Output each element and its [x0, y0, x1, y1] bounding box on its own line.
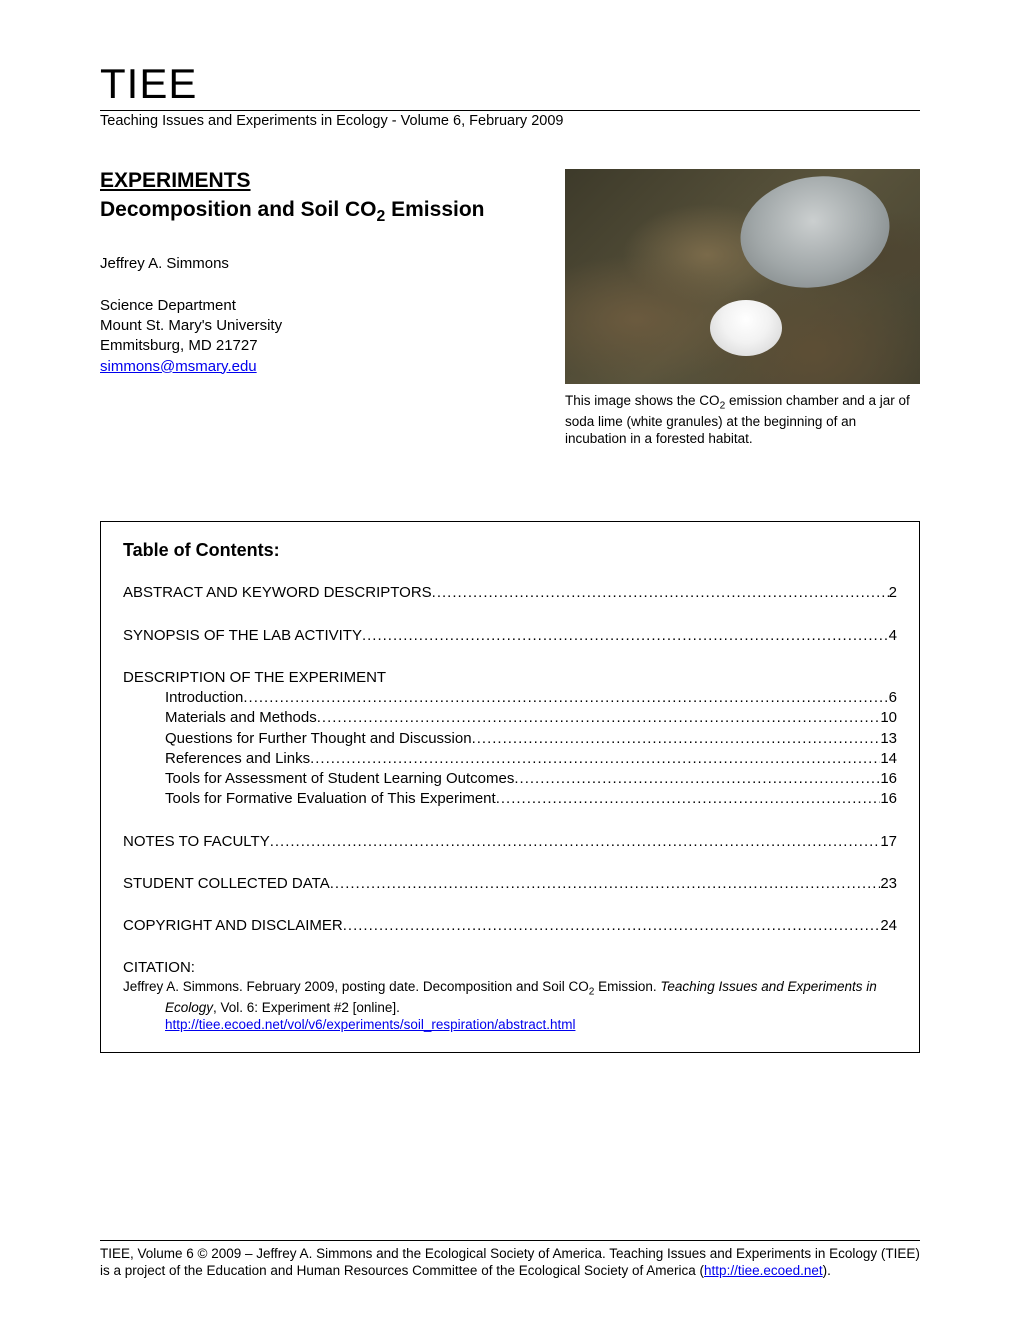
- toc-page-number: 17: [880, 832, 897, 852]
- toc-label: Introduction: [165, 688, 243, 708]
- toc-page-number: 16: [880, 789, 897, 809]
- footer-text-suffix: ).: [823, 1263, 831, 1278]
- toc-dots: ........................................…: [270, 832, 881, 852]
- journal-title: TIEE: [100, 60, 920, 108]
- toc-page-number: 13: [880, 729, 897, 749]
- toc-page-number: 23: [880, 874, 897, 894]
- toc-page-number: 16: [880, 769, 897, 789]
- table-of-contents: Table of Contents: ABSTRACT AND KEYWORD …: [100, 521, 920, 1052]
- toc-row: References and Links....................…: [123, 749, 897, 769]
- article-title: Decomposition and Soil CO2 Emission: [100, 197, 535, 227]
- toc-row: Introduction............................…: [123, 688, 897, 708]
- toc-row: Tools for Formative Evaluation of This E…: [123, 789, 897, 809]
- toc-page-number: 2: [889, 583, 897, 603]
- toc-row: Questions for Further Thought and Discus…: [123, 729, 897, 749]
- toc-label: Tools for Assessment of Student Learning…: [165, 769, 514, 789]
- caption-prefix: This image shows the CO: [565, 393, 720, 408]
- section-heading: EXPERIMENTS: [100, 169, 535, 193]
- toc-row: ABSTRACT AND KEYWORD DESCRIPTORS........…: [123, 583, 897, 603]
- toc-label: SYNOPSIS OF THE LAB ACTIVITY: [123, 626, 362, 646]
- article-meta-column: EXPERIMENTS Decomposition and Soil CO2 E…: [100, 169, 535, 461]
- toc-dots: ........................................…: [432, 583, 889, 603]
- toc-dots: ........................................…: [317, 708, 881, 728]
- toc-row: COPYRIGHT AND DISCLAIMER................…: [123, 916, 897, 936]
- affil-univ: Mount St. Mary's University: [100, 317, 282, 334]
- toc-label: Questions for Further Thought and Discus…: [165, 729, 472, 749]
- toc-label: NOTES TO FACULTY: [123, 832, 270, 852]
- toc-row: STUDENT COLLECTED DATA..................…: [123, 874, 897, 894]
- toc-label: ABSTRACT AND KEYWORD DESCRIPTORS: [123, 583, 432, 603]
- toc-dots: ........................................…: [472, 729, 881, 749]
- main-content-row: EXPERIMENTS Decomposition and Soil CO2 E…: [100, 169, 920, 461]
- toc-dots: ........................................…: [310, 749, 880, 769]
- citation-block: CITATION: Jeffrey A. Simmons. February 2…: [123, 958, 897, 1033]
- affiliation: Science Department Mount St. Mary's Univ…: [100, 296, 535, 377]
- journal-subtitle: Teaching Issues and Experiments in Ecolo…: [100, 113, 920, 129]
- toc-label: COPYRIGHT AND DISCLAIMER: [123, 916, 343, 936]
- toc-dots: ........................................…: [343, 916, 881, 936]
- toc-label: DESCRIPTION OF THE EXPERIMENT: [123, 668, 386, 688]
- toc-row: DESCRIPTION OF THE EXPERIMENT: [123, 668, 897, 688]
- toc-dots: ........................................…: [330, 874, 881, 894]
- toc-dots: ........................................…: [496, 789, 881, 809]
- page-footer: TIEE, Volume 6 © 2009 – Jeffrey A. Simmo…: [100, 1240, 920, 1280]
- toc-row: Tools for Assessment of Student Learning…: [123, 769, 897, 789]
- toc-label: Materials and Methods: [165, 708, 317, 728]
- footer-link[interactable]: http://tiee.ecoed.net: [704, 1263, 823, 1278]
- title-suffix: Emission: [385, 198, 484, 221]
- toc-list: ABSTRACT AND KEYWORD DESCRIPTORS........…: [123, 583, 897, 936]
- affil-dept: Science Department: [100, 297, 236, 314]
- figure-column: This image shows the CO2 emission chambe…: [565, 169, 920, 461]
- toc-page-number: 4: [889, 626, 897, 646]
- header-rule: [100, 110, 920, 111]
- figure-photo: [565, 169, 920, 384]
- toc-page-number: 24: [880, 916, 897, 936]
- toc-page-number: 6: [889, 688, 897, 708]
- toc-dots: ........................................…: [362, 626, 889, 646]
- citation-link[interactable]: http://tiee.ecoed.net/vol/v6/experiments…: [123, 1016, 897, 1034]
- toc-dots: ........................................…: [243, 688, 888, 708]
- toc-label: STUDENT COLLECTED DATA: [123, 874, 330, 894]
- citation-text: Jeffrey A. Simmons. February 2009, posti…: [123, 978, 897, 1016]
- toc-dots: ........................................…: [514, 769, 880, 789]
- photo-jar-shape: [710, 300, 782, 356]
- author-email-link[interactable]: simmons@msmary.edu: [100, 358, 257, 375]
- document-page: TIEE Teaching Issues and Experiments in …: [0, 0, 1020, 1320]
- toc-label: Tools for Formative Evaluation of This E…: [165, 789, 496, 809]
- author-name: Jeffrey A. Simmons: [100, 255, 535, 272]
- figure-caption: This image shows the CO2 emission chambe…: [565, 392, 920, 448]
- title-subscript: 2: [377, 208, 386, 225]
- toc-row: SYNOPSIS OF THE LAB ACTIVITY............…: [123, 626, 897, 646]
- title-prefix: Decomposition and Soil CO: [100, 198, 377, 221]
- toc-label: References and Links: [165, 749, 310, 769]
- citation-label: CITATION:: [123, 958, 897, 978]
- affil-city: Emmitsburg, MD 21727: [100, 337, 258, 354]
- page-header: TIEE Teaching Issues and Experiments in …: [100, 60, 920, 129]
- toc-row: Materials and Methods...................…: [123, 708, 897, 728]
- toc-page-number: 14: [880, 749, 897, 769]
- toc-title: Table of Contents:: [123, 540, 897, 561]
- footer-rule: [100, 1240, 920, 1241]
- toc-row: NOTES TO FACULTY........................…: [123, 832, 897, 852]
- toc-page-number: 10: [880, 708, 897, 728]
